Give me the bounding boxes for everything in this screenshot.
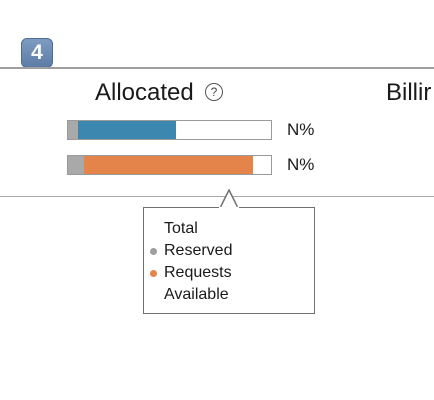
legend-dot-requests	[150, 270, 157, 277]
legend-label-reserved: Reserved	[164, 242, 233, 259]
question-circle-icon[interactable]: ?	[205, 83, 223, 101]
legend-dot-reserved	[150, 248, 157, 255]
section-divider-bottom	[0, 196, 434, 197]
step-number-badge: 4	[21, 38, 53, 68]
bar-1-percent-label: N%	[287, 120, 315, 139]
legend-item-total: Total	[150, 218, 232, 240]
bar-2-requests-segment	[84, 156, 253, 174]
legend-label-requests: Requests	[164, 264, 232, 281]
legend-list: Total Reserved Requests Available	[150, 218, 232, 306]
legend-item-reserved: Reserved	[150, 240, 232, 262]
bar-2-reserved-segment	[68, 156, 85, 174]
section-divider-top	[0, 67, 434, 69]
allocation-bar-1[interactable]	[67, 120, 272, 140]
legend-item-requests: Requests	[150, 262, 232, 284]
legend-label-available: Available	[164, 286, 229, 303]
legend-label-total: Total	[164, 220, 198, 237]
bar-2-percent-label: N%	[287, 155, 315, 174]
billing-heading: Billir	[386, 79, 432, 106]
legend-item-available: Available	[150, 284, 232, 306]
allocated-heading: Allocated	[95, 79, 194, 106]
bar-1-requests-segment	[78, 121, 176, 139]
bar-1-reserved-segment	[68, 121, 79, 139]
tooltip-pointer-icon	[219, 189, 239, 208]
allocation-bar-2[interactable]	[67, 155, 272, 175]
legend-tooltip: Total Reserved Requests Available	[143, 207, 315, 314]
